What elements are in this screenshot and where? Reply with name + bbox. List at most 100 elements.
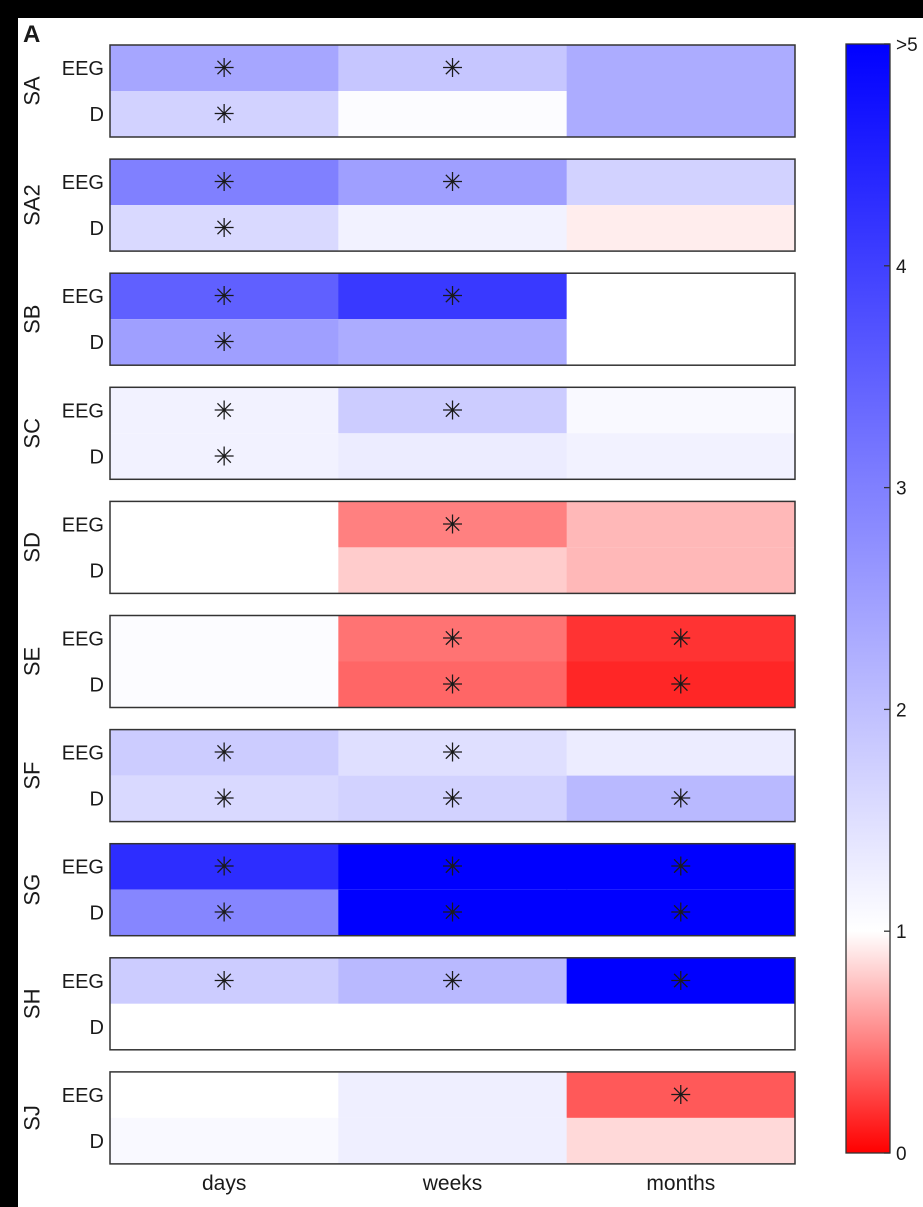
significance-marker: ✳	[670, 670, 692, 700]
row-label: D	[90, 104, 104, 126]
heatmap-cell	[566, 205, 796, 252]
heatmap-cell	[566, 159, 796, 206]
heatmap-cell	[566, 45, 796, 91]
row-label: EEG	[62, 1085, 104, 1107]
colorbar-gradient	[846, 44, 890, 1153]
significance-marker: ✳	[670, 784, 692, 814]
panel-border	[109, 158, 796, 252]
significance-marker: ✳	[442, 509, 464, 539]
figure-canvas: A ✳ ✳ EEG ✳ D SA ✳ ✳ EEG ✳ D SA2 ✳ ✳ EEG ✳ D SB ✳ ✳ EEG ✳ D SC ✳…	[18, 18, 923, 1207]
row-label: D	[90, 675, 104, 697]
colorbar: 0 1 2 3 4 >5	[845, 35, 918, 1165]
significance-marker: ✳	[213, 898, 235, 928]
heatmap-cell	[338, 661, 568, 708]
heatmap-panels: ✳ ✳ EEG ✳ D SA ✳ ✳ EEG ✳ D SA2 ✳ ✳ EEG ✳ D SB ✳ ✳ EEG ✳ D SC ✳ EE…	[20, 44, 796, 1165]
panel-sf: ✳ ✳ EEG ✳ ✳ ✳ D SF	[20, 728, 796, 823]
significance-marker: ✳	[670, 852, 692, 882]
heatmap-cell	[110, 729, 339, 776]
row-label: EEG	[62, 58, 104, 80]
panel-sa: ✳ ✳ EEG ✳ D SA	[20, 44, 796, 138]
significance-marker: ✳	[670, 624, 692, 654]
row-label: EEG	[62, 286, 104, 308]
row-label: D	[90, 789, 104, 811]
heatmap-cell	[110, 889, 339, 936]
heatmap-cell	[338, 501, 568, 548]
heatmap-cell	[110, 615, 339, 662]
heatmap-cell	[110, 159, 339, 206]
heatmap-cell	[110, 1117, 339, 1164]
heatmap-cell	[338, 319, 568, 366]
column-label: weeks	[422, 1172, 483, 1195]
heatmap-cell	[338, 91, 568, 137]
significance-marker: ✳	[442, 966, 464, 996]
panel-sj: ✳ EEG D SJ	[20, 1071, 796, 1165]
heatmap-cell	[566, 91, 796, 137]
significance-marker: ✳	[213, 99, 235, 129]
panel-border	[109, 386, 796, 481]
heatmap-cell	[110, 205, 339, 252]
panel-sb: ✳ ✳ EEG ✳ D SB	[20, 272, 796, 366]
colorbar-tick-label: 3	[896, 479, 907, 500]
subject-label: SA2	[20, 184, 45, 226]
heatmap-cell	[566, 433, 796, 480]
heatmap-cell	[338, 205, 568, 252]
row-label: EEG	[62, 629, 104, 651]
heatmap-cell	[566, 889, 796, 936]
column-label: days	[202, 1172, 246, 1195]
heatmap-cell	[338, 273, 568, 320]
row-label: EEG	[62, 743, 104, 765]
significance-marker: ✳	[213, 441, 235, 471]
heatmap-cell	[338, 889, 568, 936]
significance-marker: ✳	[670, 966, 692, 996]
panel-sc: ✳ ✳ EEG ✳ D SC	[20, 386, 796, 481]
significance-marker: ✳	[213, 966, 235, 996]
heatmap-cell	[338, 433, 568, 480]
significance-marker: ✳	[213, 784, 235, 814]
heatmap-cell	[338, 45, 568, 91]
heatmap-cell	[338, 159, 568, 206]
heatmap-cell	[110, 547, 339, 594]
subject-label: SC	[20, 418, 45, 449]
heatmap-cell	[110, 1003, 339, 1050]
panel-border	[109, 272, 796, 366]
significance-marker: ✳	[213, 852, 235, 882]
row-label: EEG	[62, 400, 104, 422]
heatmap-cell	[110, 775, 339, 822]
significance-marker: ✳	[442, 167, 464, 197]
heatmap-cell	[566, 843, 796, 890]
colorbar-tick-label: >5	[896, 35, 918, 56]
significance-marker: ✳	[213, 327, 235, 357]
panel-sa2: ✳ ✳ EEG ✳ D SA2	[20, 158, 796, 252]
row-label: EEG	[62, 971, 104, 993]
heatmap-cell	[566, 273, 796, 320]
heatmap-cell	[566, 729, 796, 776]
panel-se: ✳ ✳ EEG ✳ ✳ D SE	[20, 614, 796, 709]
panel-border	[109, 842, 796, 937]
panel-border	[109, 1071, 796, 1165]
significance-marker: ✳	[442, 624, 464, 654]
subject-label: SD	[20, 532, 45, 563]
subject-label: SG	[20, 874, 45, 906]
significance-marker: ✳	[213, 53, 235, 83]
panel-border	[109, 614, 796, 709]
significance-marker: ✳	[442, 53, 464, 83]
heatmap-cell	[566, 501, 796, 548]
heatmap-cell	[338, 1117, 568, 1164]
heatmap-cell	[110, 91, 339, 137]
heatmap-cell	[338, 729, 568, 776]
significance-marker: ✳	[442, 670, 464, 700]
subject-label: SB	[20, 305, 45, 334]
column-label: months	[646, 1172, 715, 1195]
heatmap-cell	[566, 957, 796, 1004]
heatmap-cell	[110, 387, 339, 434]
row-label: D	[90, 560, 104, 582]
row-label: EEG	[62, 514, 104, 536]
heatmap-cell	[338, 615, 568, 662]
row-label: D	[90, 446, 104, 468]
row-label: D	[90, 332, 104, 354]
colorbar-tick-label: 4	[896, 257, 907, 278]
heatmap-cell	[110, 433, 339, 480]
significance-marker: ✳	[442, 898, 464, 928]
colorbar-tick-label: 1	[896, 922, 907, 943]
